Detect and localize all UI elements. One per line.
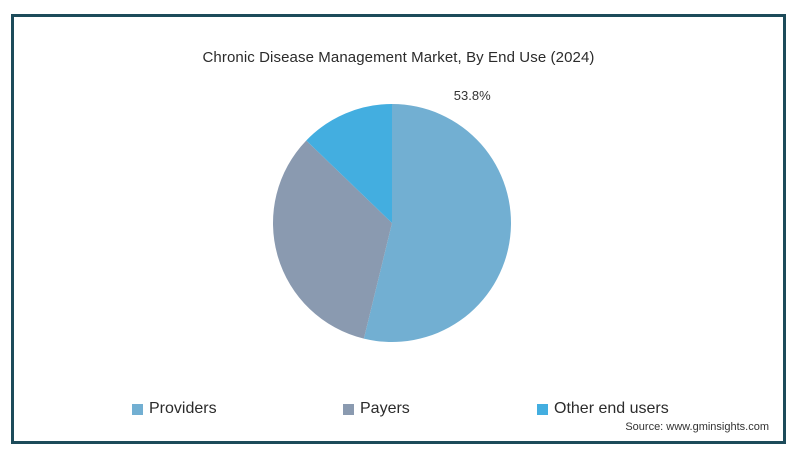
source-note: Source: www.gminsights.com: [625, 421, 769, 433]
legend-label-providers: Providers: [149, 400, 217, 417]
pie-data-labels: 53.8%: [454, 88, 491, 103]
legend-item-payers: Payers: [343, 400, 410, 418]
pie-slices: [273, 104, 512, 342]
legend: Providers Payers Other end users: [14, 400, 783, 424]
pie-slice-payers: [273, 140, 392, 339]
legend-item-providers: Providers: [132, 400, 217, 418]
legend-swatch-payers: [343, 403, 354, 415]
pie-chart: 53.8%: [273, 88, 512, 342]
legend-swatch-providers: [132, 403, 143, 415]
pie-slice-providers: [363, 104, 512, 342]
legend-swatch-other-end-users: [537, 403, 548, 415]
legend-label-payers: Payers: [360, 400, 410, 417]
legend-item-other-end-users: Other end users: [537, 400, 669, 418]
legend-label-other-end-users: Other end users: [554, 400, 669, 417]
pie-slice-other-end-users: [306, 104, 392, 223]
data-label-providers: 53.8%: [454, 88, 491, 103]
chart-frame: Chronic Disease Management Market, By En…: [11, 14, 786, 444]
chart-title: Chronic Disease Management Market, By En…: [202, 49, 595, 66]
